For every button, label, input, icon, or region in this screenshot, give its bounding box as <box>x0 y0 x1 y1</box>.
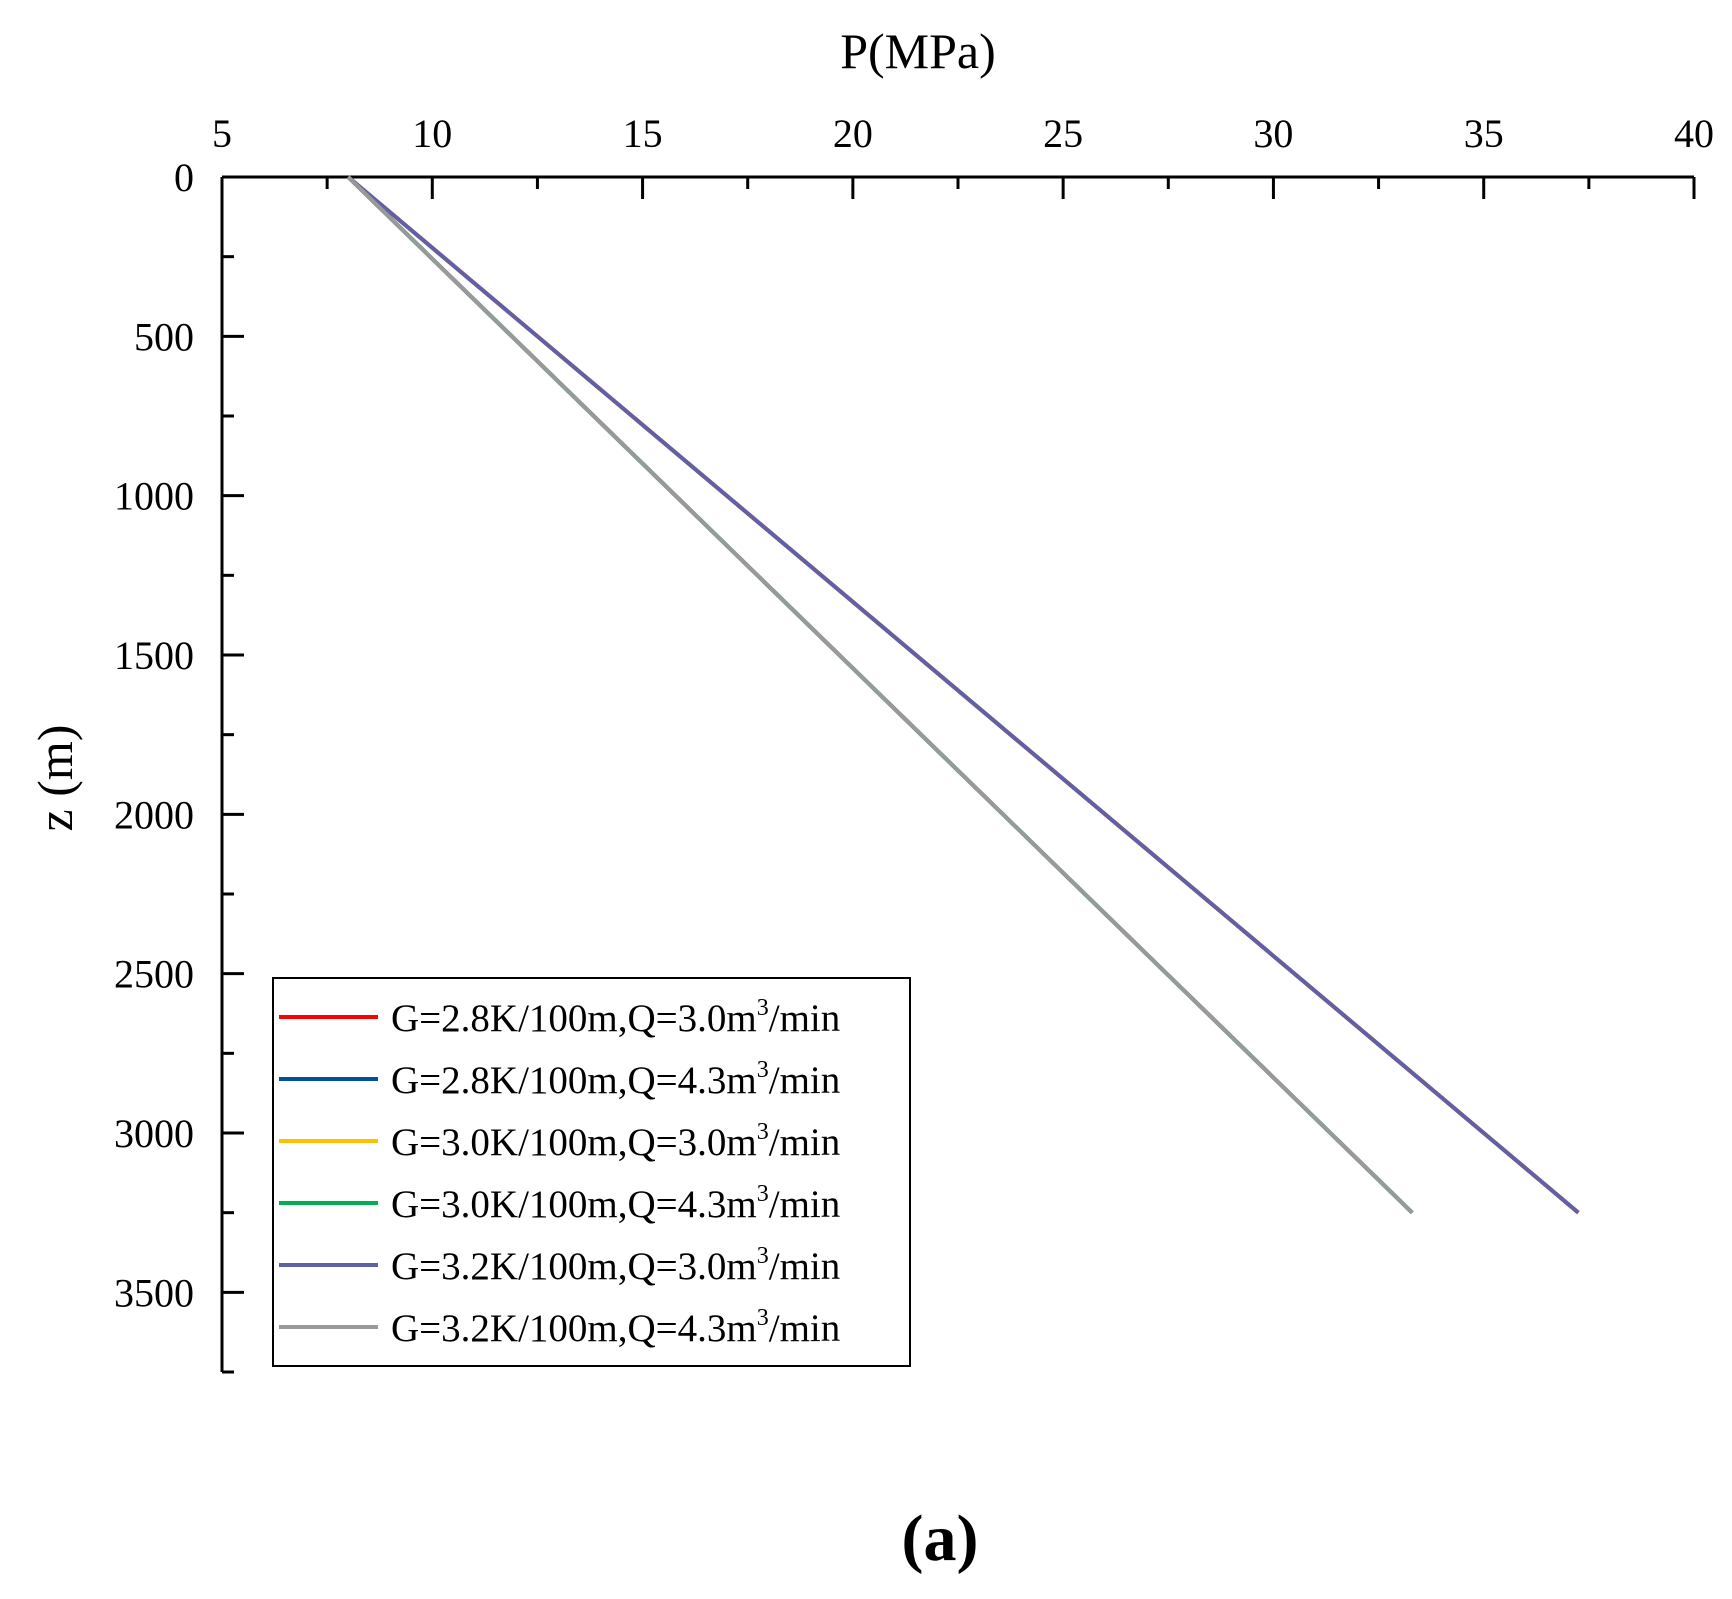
series-lines <box>346 175 1580 1215</box>
y-tick-label: 1000 <box>114 474 194 519</box>
y-tick-label: 3000 <box>114 1111 194 1156</box>
legend-entry: G=3.0K/100m,Q=4.3m3/min <box>391 1181 840 1226</box>
y-tick-label: 0 <box>174 155 194 200</box>
legend-box <box>272 977 911 1367</box>
x-tick-label: 25 <box>1043 111 1083 156</box>
legend: G=2.8K/100m,Q=3.0m3/min G=2.8K/100m,Q=4.3… <box>272 977 911 1367</box>
x-tick-label: 30 <box>1253 111 1293 156</box>
y-tick-label: 1500 <box>114 633 194 678</box>
x-tick-label: 20 <box>833 111 873 156</box>
y-tick-label: 3500 <box>114 1270 194 1315</box>
x-tick-label: 10 <box>412 111 452 156</box>
series-line-5 <box>346 175 1580 1215</box>
y-tick-label: 2000 <box>114 792 194 837</box>
legend-entry: G=3.0K/100m,Q=3.0m3/min <box>391 1119 840 1164</box>
x-tick-label: 15 <box>623 111 663 156</box>
panel-label: (a) <box>902 1502 979 1575</box>
y-tick-label: 500 <box>134 314 194 359</box>
series-line-6 <box>346 175 1414 1215</box>
axes: 5 10 15 20 25 30 35 40 0 500 1000 1500 2000 2500 3000 3… <box>114 111 1714 1374</box>
legend-entry: G=2.8K/100m,Q=4.3m3/min <box>391 1057 840 1102</box>
x-axis-title: P(MPa) <box>840 23 996 79</box>
legend-entry: G=3.2K/100m,Q=3.0m3/min <box>391 1243 840 1288</box>
x-tick-label: 5 <box>212 111 232 156</box>
x-tick-label: 35 <box>1464 111 1504 156</box>
legend-entry: G=3.2K/100m,Q=4.3m3/min <box>391 1305 840 1350</box>
y-axis-title: z (m) <box>27 725 83 832</box>
legend-entry: G=2.8K/100m,Q=3.0m3/min <box>391 995 840 1040</box>
y-tick-label: 2500 <box>114 952 194 997</box>
x-tick-label: 40 <box>1674 111 1714 156</box>
